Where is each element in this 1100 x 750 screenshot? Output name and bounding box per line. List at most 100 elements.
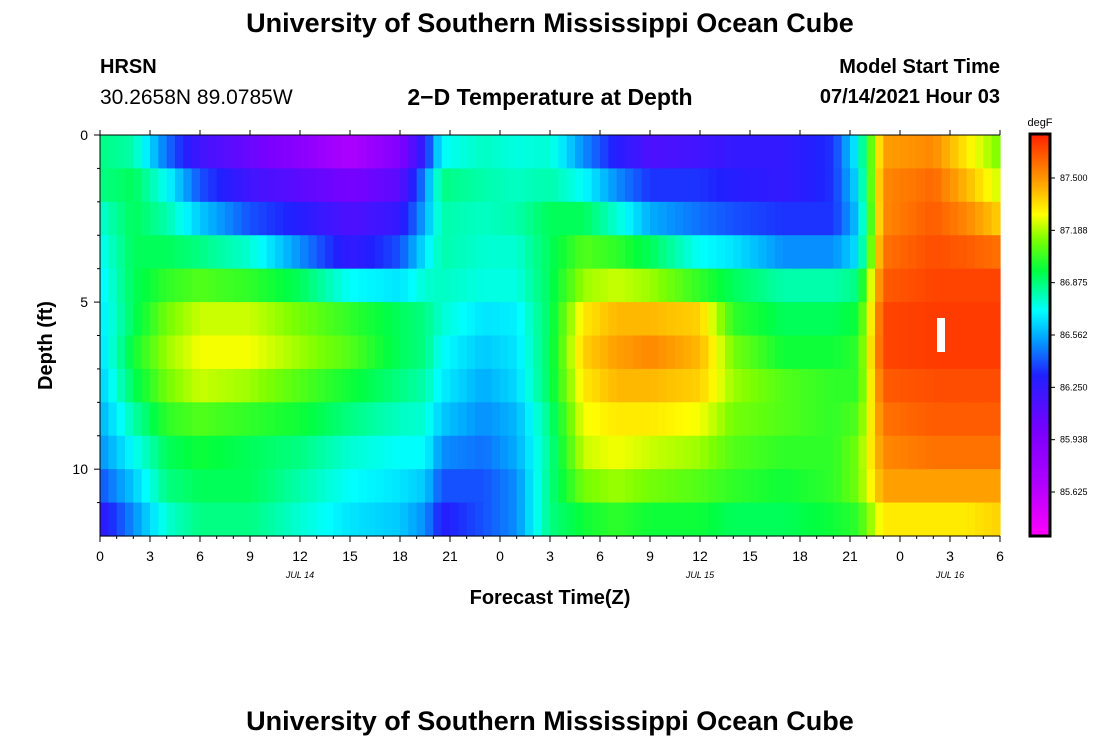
heatmap-cell: [158, 302, 168, 337]
heatmap-cell: [125, 502, 134, 537]
heatmap-cell: [941, 135, 951, 170]
heatmap-cell: [158, 469, 168, 504]
heatmap-cell: [108, 368, 118, 403]
heatmap-cell: [666, 402, 676, 437]
heatmap-cell: [466, 201, 476, 236]
heatmap-cell: [466, 135, 476, 170]
heatmap-cell: [416, 201, 426, 236]
heatmap-cell: [333, 469, 343, 504]
heatmap-cell: [408, 302, 418, 337]
heatmap-cell: [525, 302, 534, 337]
heatmap-cell: [858, 135, 868, 170]
heatmap-cell: [108, 135, 118, 170]
heatmap-cell: [750, 135, 759, 170]
heatmap-cell: [791, 135, 801, 170]
y-tick-label: 5: [80, 294, 88, 310]
heatmap-cell: [575, 168, 584, 203]
heatmap-cell: [566, 335, 576, 370]
heatmap-cell: [350, 201, 359, 236]
heatmap-cell: [241, 302, 251, 337]
heatmap-cell: [908, 302, 918, 337]
heatmap-cell: [258, 502, 268, 537]
heatmap-cell: [750, 201, 759, 236]
heatmap-cell: [308, 469, 318, 504]
heatmap-cell: [783, 235, 793, 270]
heatmap-cell: [125, 235, 134, 270]
heatmap-cell: [666, 268, 676, 303]
heatmap-cell: [183, 168, 193, 203]
heatmap-cell: [516, 135, 526, 170]
heatmap-cell: [908, 335, 918, 370]
heatmap-cell: [550, 469, 559, 504]
heatmap-cell: [491, 135, 501, 170]
heatmap-cell: [891, 502, 901, 537]
heatmap-cell: [483, 235, 493, 270]
heatmap-cell: [541, 201, 551, 236]
heatmap-cell: [375, 469, 384, 504]
heatmap-cell: [458, 469, 468, 504]
heatmap-cell: [708, 235, 718, 270]
heatmap-cell: [658, 335, 668, 370]
heatmap-cell: [275, 302, 284, 337]
heatmap-cell: [183, 302, 193, 337]
x-tick-label: 6: [196, 548, 204, 564]
heatmap-cell: [341, 268, 351, 303]
heatmap-cell: [850, 135, 859, 170]
heatmap-cell: [641, 469, 651, 504]
heatmap-cell: [683, 201, 693, 236]
heatmap-cell: [516, 268, 526, 303]
heatmap-cell: [766, 435, 776, 470]
heatmap-cell: [533, 368, 543, 403]
heatmap-cell: [250, 435, 259, 470]
heatmap-cell: [425, 469, 434, 504]
heatmap-cell: [675, 168, 684, 203]
heatmap-cell: [950, 335, 959, 370]
heatmap-cell: [100, 201, 109, 236]
heatmap-cell: [708, 302, 718, 337]
heatmap-cell: [716, 168, 726, 203]
heatmap-cell: [100, 335, 109, 370]
heatmap-cell: [258, 368, 268, 403]
heatmap-cell: [175, 268, 184, 303]
heatmap-cell: [175, 368, 184, 403]
heatmap-cell: [725, 502, 734, 537]
heatmap-cell: [208, 302, 218, 337]
heatmap-cell: [950, 168, 959, 203]
heatmap-cell: [691, 268, 701, 303]
heatmap-cell: [475, 469, 484, 504]
heatmap-cell: [466, 435, 476, 470]
heatmap-cell: [883, 268, 893, 303]
heatmap-cell: [841, 469, 851, 504]
heatmap-cell: [708, 335, 718, 370]
heatmap-cell: [200, 402, 209, 437]
heatmap-cell: [541, 368, 551, 403]
heatmap-cell: [658, 368, 668, 403]
heatmap-cell: [100, 235, 109, 270]
heatmap-cell: [833, 302, 843, 337]
heatmap-cell: [750, 302, 759, 337]
heatmap-cell: [391, 469, 401, 504]
heatmap-cell: [691, 502, 701, 537]
heatmap-cell: [125, 335, 134, 370]
heatmap-cell: [433, 235, 443, 270]
heatmap-cell: [833, 435, 843, 470]
heatmap-cell: [200, 168, 209, 203]
heatmap-cell: [816, 435, 826, 470]
heatmap-cell: [425, 168, 434, 203]
heatmap-cell: [100, 268, 109, 303]
colorbar-unit: degF: [1027, 117, 1052, 129]
heatmap-cell: [408, 368, 418, 403]
heatmap-cell: [450, 335, 459, 370]
heatmap-cell: [941, 435, 951, 470]
heatmap-cell: [383, 235, 393, 270]
heatmap-cell: [733, 235, 743, 270]
heatmap-cell: [208, 235, 218, 270]
heatmap-cell: [741, 502, 751, 537]
heatmap-cell: [425, 435, 434, 470]
heatmap-cell: [158, 402, 168, 437]
heatmap-cell: [308, 201, 318, 236]
heatmap-cell: [950, 402, 959, 437]
heatmap-cell: [950, 368, 959, 403]
heatmap-cell: [191, 135, 201, 170]
heatmap-cell: [716, 402, 726, 437]
